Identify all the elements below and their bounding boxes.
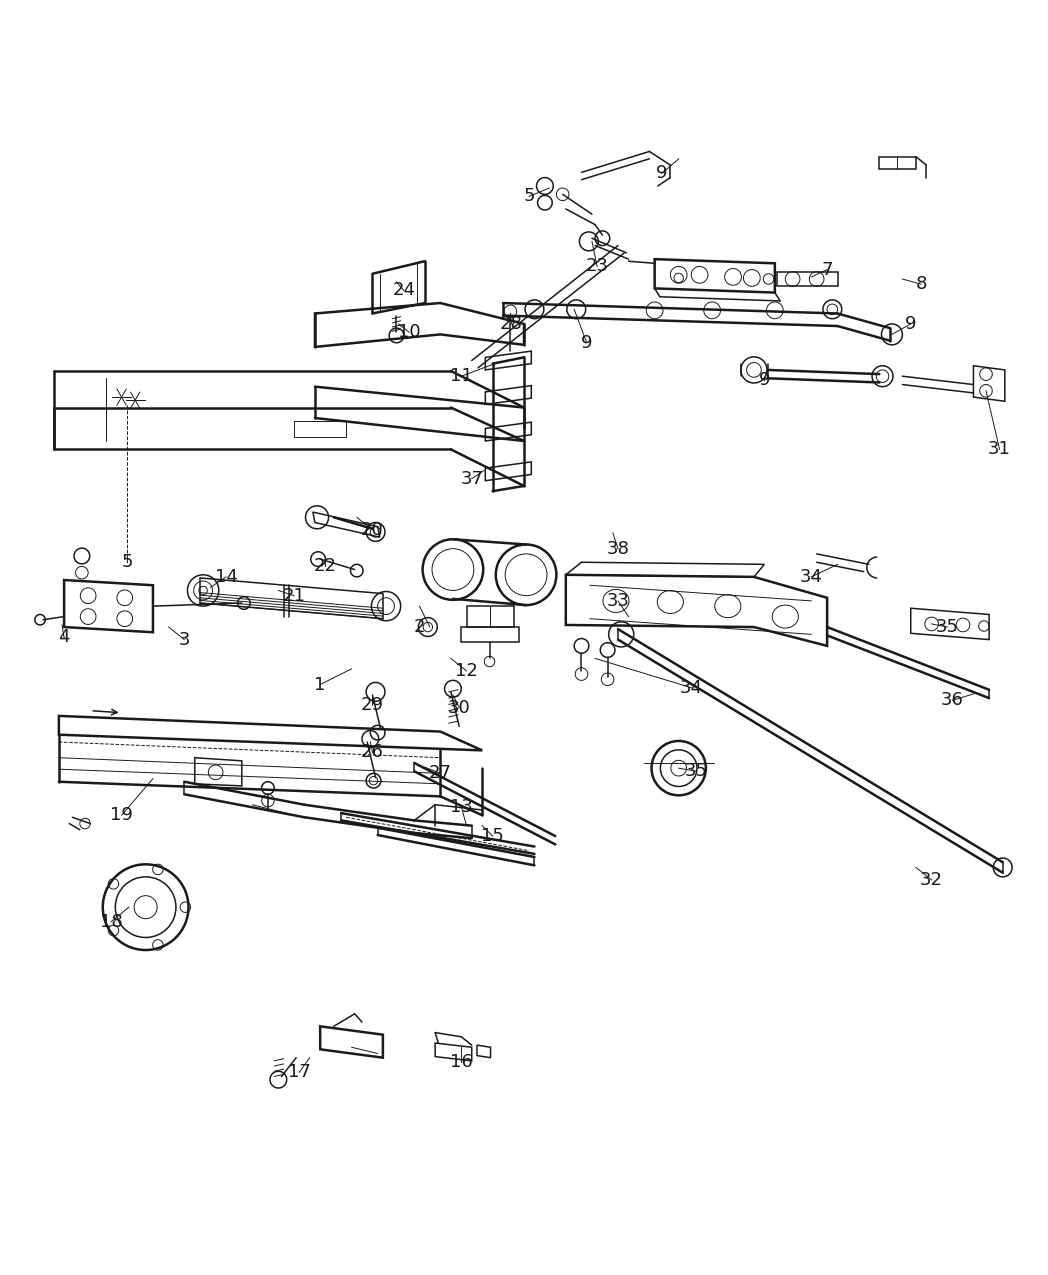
Text: 2: 2: [414, 618, 425, 636]
Text: 26: 26: [361, 743, 384, 761]
Text: 7: 7: [822, 260, 833, 278]
Text: 33: 33: [607, 592, 630, 609]
Text: 24: 24: [392, 282, 415, 300]
Text: 21: 21: [283, 586, 305, 604]
Text: 8: 8: [916, 275, 926, 293]
Text: 36: 36: [941, 691, 964, 709]
Text: 9: 9: [759, 371, 770, 389]
Text: 22: 22: [314, 557, 336, 575]
Text: 29: 29: [361, 696, 384, 714]
Text: 5: 5: [122, 553, 132, 571]
Text: 35: 35: [936, 618, 959, 636]
Text: 34: 34: [800, 567, 823, 586]
Text: 11: 11: [450, 367, 473, 385]
Text: 14: 14: [215, 567, 238, 586]
Text: 15: 15: [481, 827, 504, 845]
Text: 27: 27: [429, 765, 452, 783]
Text: 18: 18: [100, 913, 123, 931]
Text: 10: 10: [397, 324, 420, 342]
Text: 4: 4: [59, 629, 70, 646]
Text: 5: 5: [524, 187, 534, 205]
Text: 9: 9: [905, 315, 917, 333]
Text: 12: 12: [455, 662, 478, 680]
Text: 20: 20: [362, 521, 384, 539]
Text: 32: 32: [920, 871, 943, 889]
Text: 3: 3: [178, 631, 190, 649]
Text: 13: 13: [450, 798, 473, 816]
Text: 38: 38: [607, 539, 630, 557]
Text: 19: 19: [110, 806, 133, 824]
Text: 28: 28: [500, 315, 523, 333]
Text: 17: 17: [288, 1063, 310, 1081]
Text: 30: 30: [447, 699, 471, 717]
Text: 35: 35: [685, 762, 708, 780]
Text: 16: 16: [450, 1053, 473, 1071]
Text: 23: 23: [586, 258, 609, 275]
Text: 37: 37: [460, 469, 483, 487]
Text: 34: 34: [680, 678, 703, 696]
Text: 9: 9: [581, 334, 592, 352]
Text: 1: 1: [314, 676, 326, 694]
Text: 9: 9: [656, 164, 668, 182]
Text: 31: 31: [988, 440, 1011, 458]
